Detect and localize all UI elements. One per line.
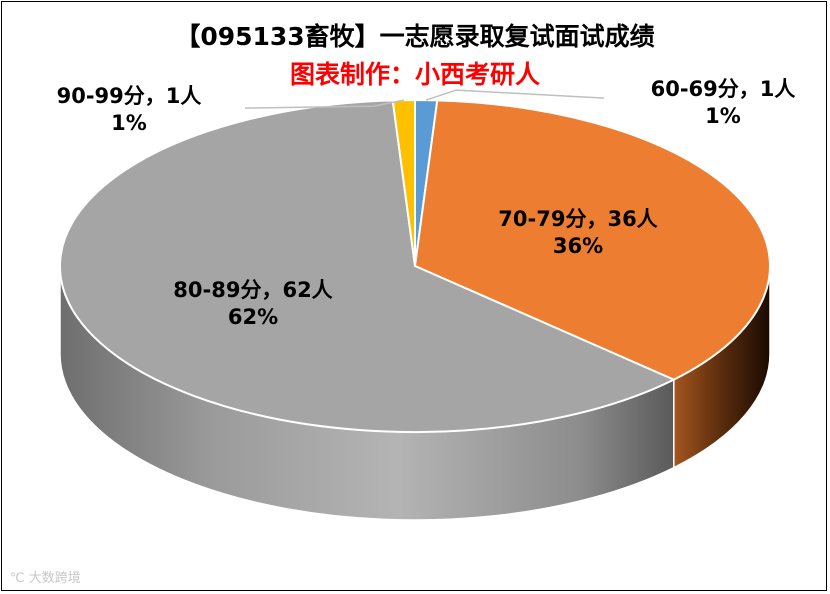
data-label-percent: 36% xyxy=(552,234,604,258)
watermark-logo-icon: ℃ xyxy=(10,571,29,586)
data-label-category: 90-99分，1人 xyxy=(56,84,202,108)
data-label-percent: 1% xyxy=(111,111,147,135)
pie-slice-70-79 xyxy=(413,99,771,381)
data-label-90-99: 90-99分，1人 1% xyxy=(24,83,234,137)
data-label-category: 70-79分，36人 xyxy=(498,207,658,231)
pie-slice-80-89 xyxy=(59,99,677,433)
data-label-category: 80-89分，62人 xyxy=(173,278,333,302)
leader-line-90-99 xyxy=(244,99,404,109)
data-label-category: 60-69分，1人 xyxy=(650,77,796,101)
watermark-text: 大数跨境 xyxy=(28,571,81,586)
data-label-70-79: 70-79分，36人 36% xyxy=(468,206,688,260)
data-label-percent: 62% xyxy=(227,305,279,329)
data-label-60-69: 60-69分，1人 1% xyxy=(618,76,828,130)
chart-title: 【095133畜牧】一志愿录取复试面试成绩 xyxy=(175,22,655,51)
watermark: ℃ 大数跨境 xyxy=(10,567,81,586)
leader-line-60-69 xyxy=(425,89,605,101)
data-label-80-89: 80-89分，62人 62% xyxy=(138,277,368,331)
data-label-percent: 1% xyxy=(705,104,741,128)
chart-subtitle: 图表制作：小西考研人 xyxy=(289,60,540,89)
